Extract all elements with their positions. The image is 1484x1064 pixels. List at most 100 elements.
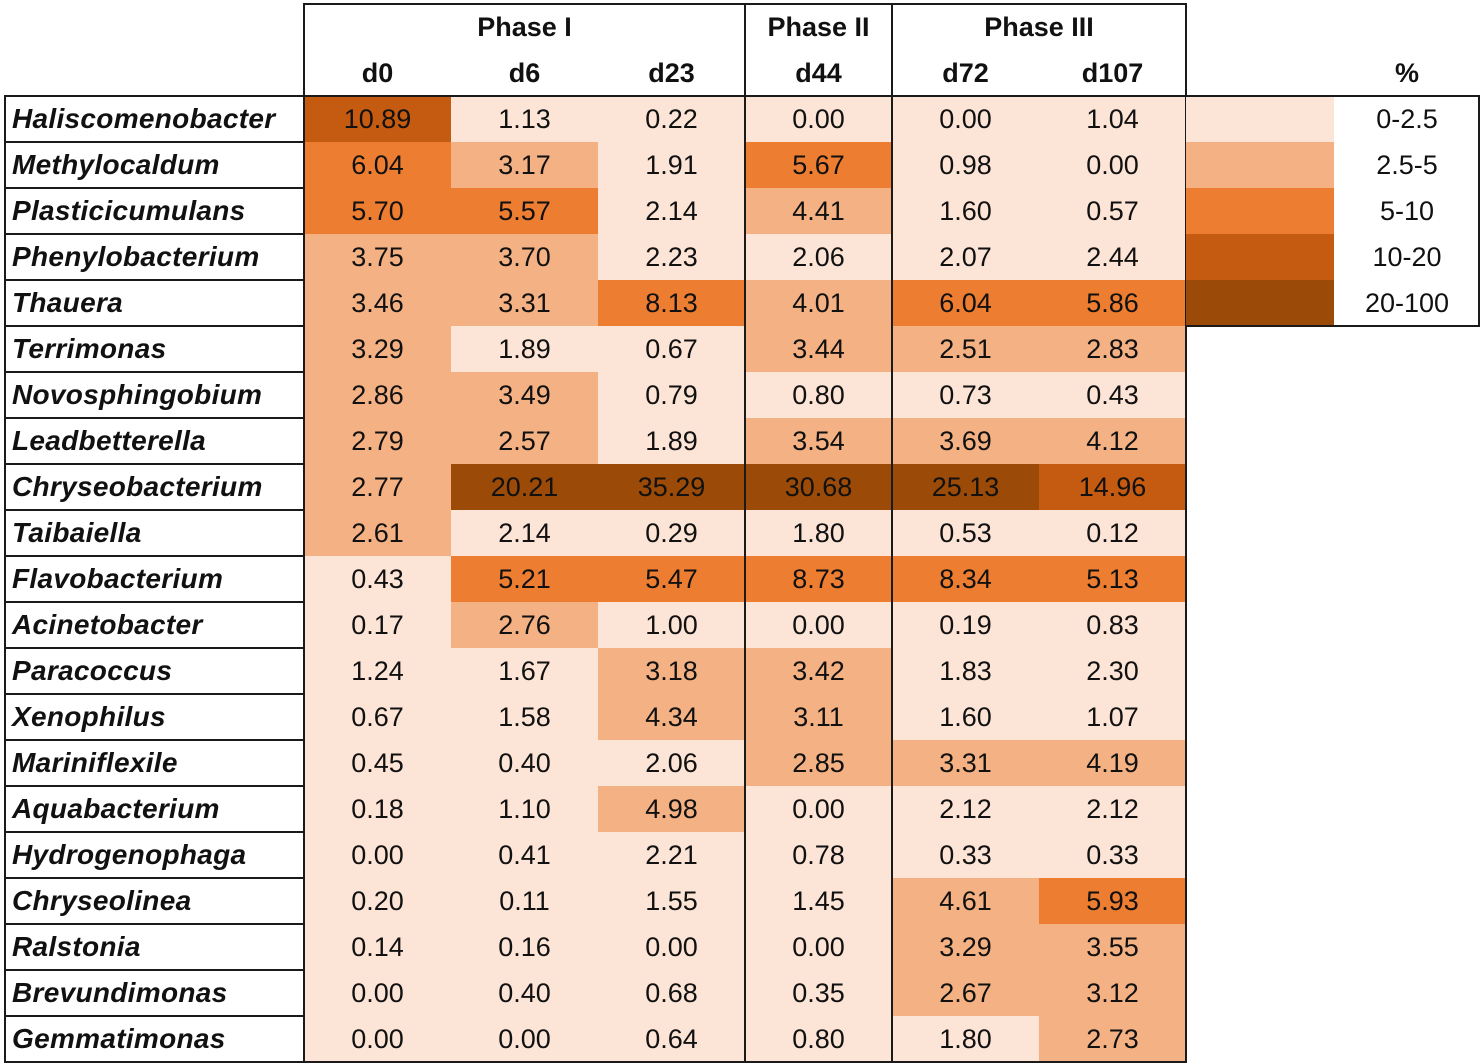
row-label: Ralstonia [12, 931, 141, 962]
cell-value: 3.44 [792, 333, 845, 364]
heatmap-cell [598, 234, 745, 280]
heatmap-cell [451, 740, 598, 786]
heatmap-cell [745, 648, 892, 694]
heatmap-cell [598, 878, 745, 924]
cell-value: 0.41 [498, 839, 551, 870]
cell-value: 0.12 [1086, 517, 1139, 548]
heatmap-cell [745, 188, 892, 234]
legend-label: 5-10 [1379, 195, 1435, 226]
cell-value: 1.80 [939, 1023, 992, 1054]
row-label: Hydrogenophaga [12, 839, 247, 870]
cell-value: 3.55 [1086, 931, 1139, 962]
cell-value: 1.60 [939, 195, 992, 226]
row-label-divider [4, 601, 304, 603]
column-header: d72 [942, 57, 989, 88]
heatmap-cell [598, 142, 745, 188]
cell-value: 6.04 [351, 149, 404, 180]
cell-value: 5.70 [351, 195, 404, 226]
row-label-divider [4, 647, 304, 649]
heatmap-cell [451, 234, 598, 280]
cell-value: 0.00 [792, 931, 845, 962]
column-header: d6 [508, 57, 541, 88]
cell-value: 0.35 [792, 977, 845, 1008]
cell-value: 0.98 [939, 149, 992, 180]
cell-value: 1.67 [498, 655, 551, 686]
cell-value: 3.49 [498, 379, 551, 410]
cell-value: 1.89 [645, 425, 698, 456]
row-label: Chryseolinea [12, 885, 192, 916]
row-label: Acinetobacter [12, 609, 203, 640]
heatmap-cell [1039, 878, 1186, 924]
cell-value: 2.86 [351, 379, 404, 410]
heatmap-cell [892, 970, 1039, 1016]
heatmap-cell [745, 694, 892, 740]
cell-value: 4.12 [1086, 425, 1139, 456]
cell-value: 0.43 [1086, 379, 1139, 410]
cell-value: 3.18 [645, 655, 698, 686]
legend-swatch [1186, 142, 1334, 188]
row-label: Flavobacterium [12, 563, 224, 594]
heatmap-cell [598, 372, 745, 418]
cell-value: 1.24 [351, 655, 404, 686]
phase-divider [891, 3, 893, 1063]
legend-label: 10-20 [1372, 241, 1442, 272]
heatmap-cell [1039, 694, 1186, 740]
column-header: d0 [361, 57, 394, 88]
cell-value: 1.13 [498, 103, 551, 134]
heatmap-cell [1039, 418, 1186, 464]
cell-value: 8.13 [645, 287, 698, 318]
row-label-divider [4, 555, 304, 557]
cell-value: 0.00 [645, 931, 698, 962]
cell-value: 0.33 [1086, 839, 1139, 870]
heatmap-cell [304, 786, 451, 832]
row-label: Phenylobacterium [12, 241, 260, 272]
row-label-divider [4, 785, 304, 787]
cell-value: 2.83 [1086, 333, 1139, 364]
cell-value: 0.40 [498, 977, 551, 1008]
heatmap-cell [598, 786, 745, 832]
heatmap-cell [451, 694, 598, 740]
column-header: d107 [1081, 57, 1144, 88]
heatmap-cell [745, 418, 892, 464]
cell-value: 8.73 [792, 563, 845, 594]
heatmap-cell [304, 832, 451, 878]
cell-value: 5.47 [645, 563, 698, 594]
heatmap-cell [1039, 234, 1186, 280]
row-label: Leadbetterella [12, 425, 207, 456]
legend-label: 0-2.5 [1376, 103, 1438, 134]
heatmap-cell [451, 832, 598, 878]
row-label: Paracoccus [12, 655, 173, 686]
cell-value: 2.67 [939, 977, 992, 1008]
heatmap-cell [451, 602, 598, 648]
row-label: Thauera [12, 287, 124, 318]
heatmap-cell [745, 832, 892, 878]
cell-value: 4.61 [939, 885, 992, 916]
heatmap-cell [304, 326, 451, 372]
heatmap-cell [745, 142, 892, 188]
cell-value: 3.42 [792, 655, 845, 686]
cell-value: 0.67 [351, 701, 404, 732]
cell-value: 0.29 [645, 517, 698, 548]
heatmap-cell [304, 648, 451, 694]
heatmap-cell [892, 188, 1039, 234]
cell-value: 2.44 [1086, 241, 1139, 272]
heatmap-cell [304, 464, 451, 510]
cell-value: 0.64 [645, 1023, 698, 1054]
heatmap-cell [745, 602, 892, 648]
heatmap-cell [598, 326, 745, 372]
cell-value: 3.31 [939, 747, 992, 778]
heatmap-cell [451, 142, 598, 188]
row-label-divider [4, 141, 304, 143]
heatmap-cell [451, 188, 598, 234]
heatmap-cell [892, 234, 1039, 280]
cell-value: 5.67 [792, 149, 845, 180]
heatmap-cell [892, 1016, 1039, 1062]
cell-value: 2.14 [645, 195, 698, 226]
heatmap-cell [745, 556, 892, 602]
cell-value: 4.98 [645, 793, 698, 824]
heatmap-cell [598, 1016, 745, 1062]
row-label-divider [4, 1015, 304, 1017]
legend-label: 20-100 [1364, 287, 1450, 318]
heatmap-cell [304, 234, 451, 280]
cell-value: 6.04 [939, 287, 992, 318]
